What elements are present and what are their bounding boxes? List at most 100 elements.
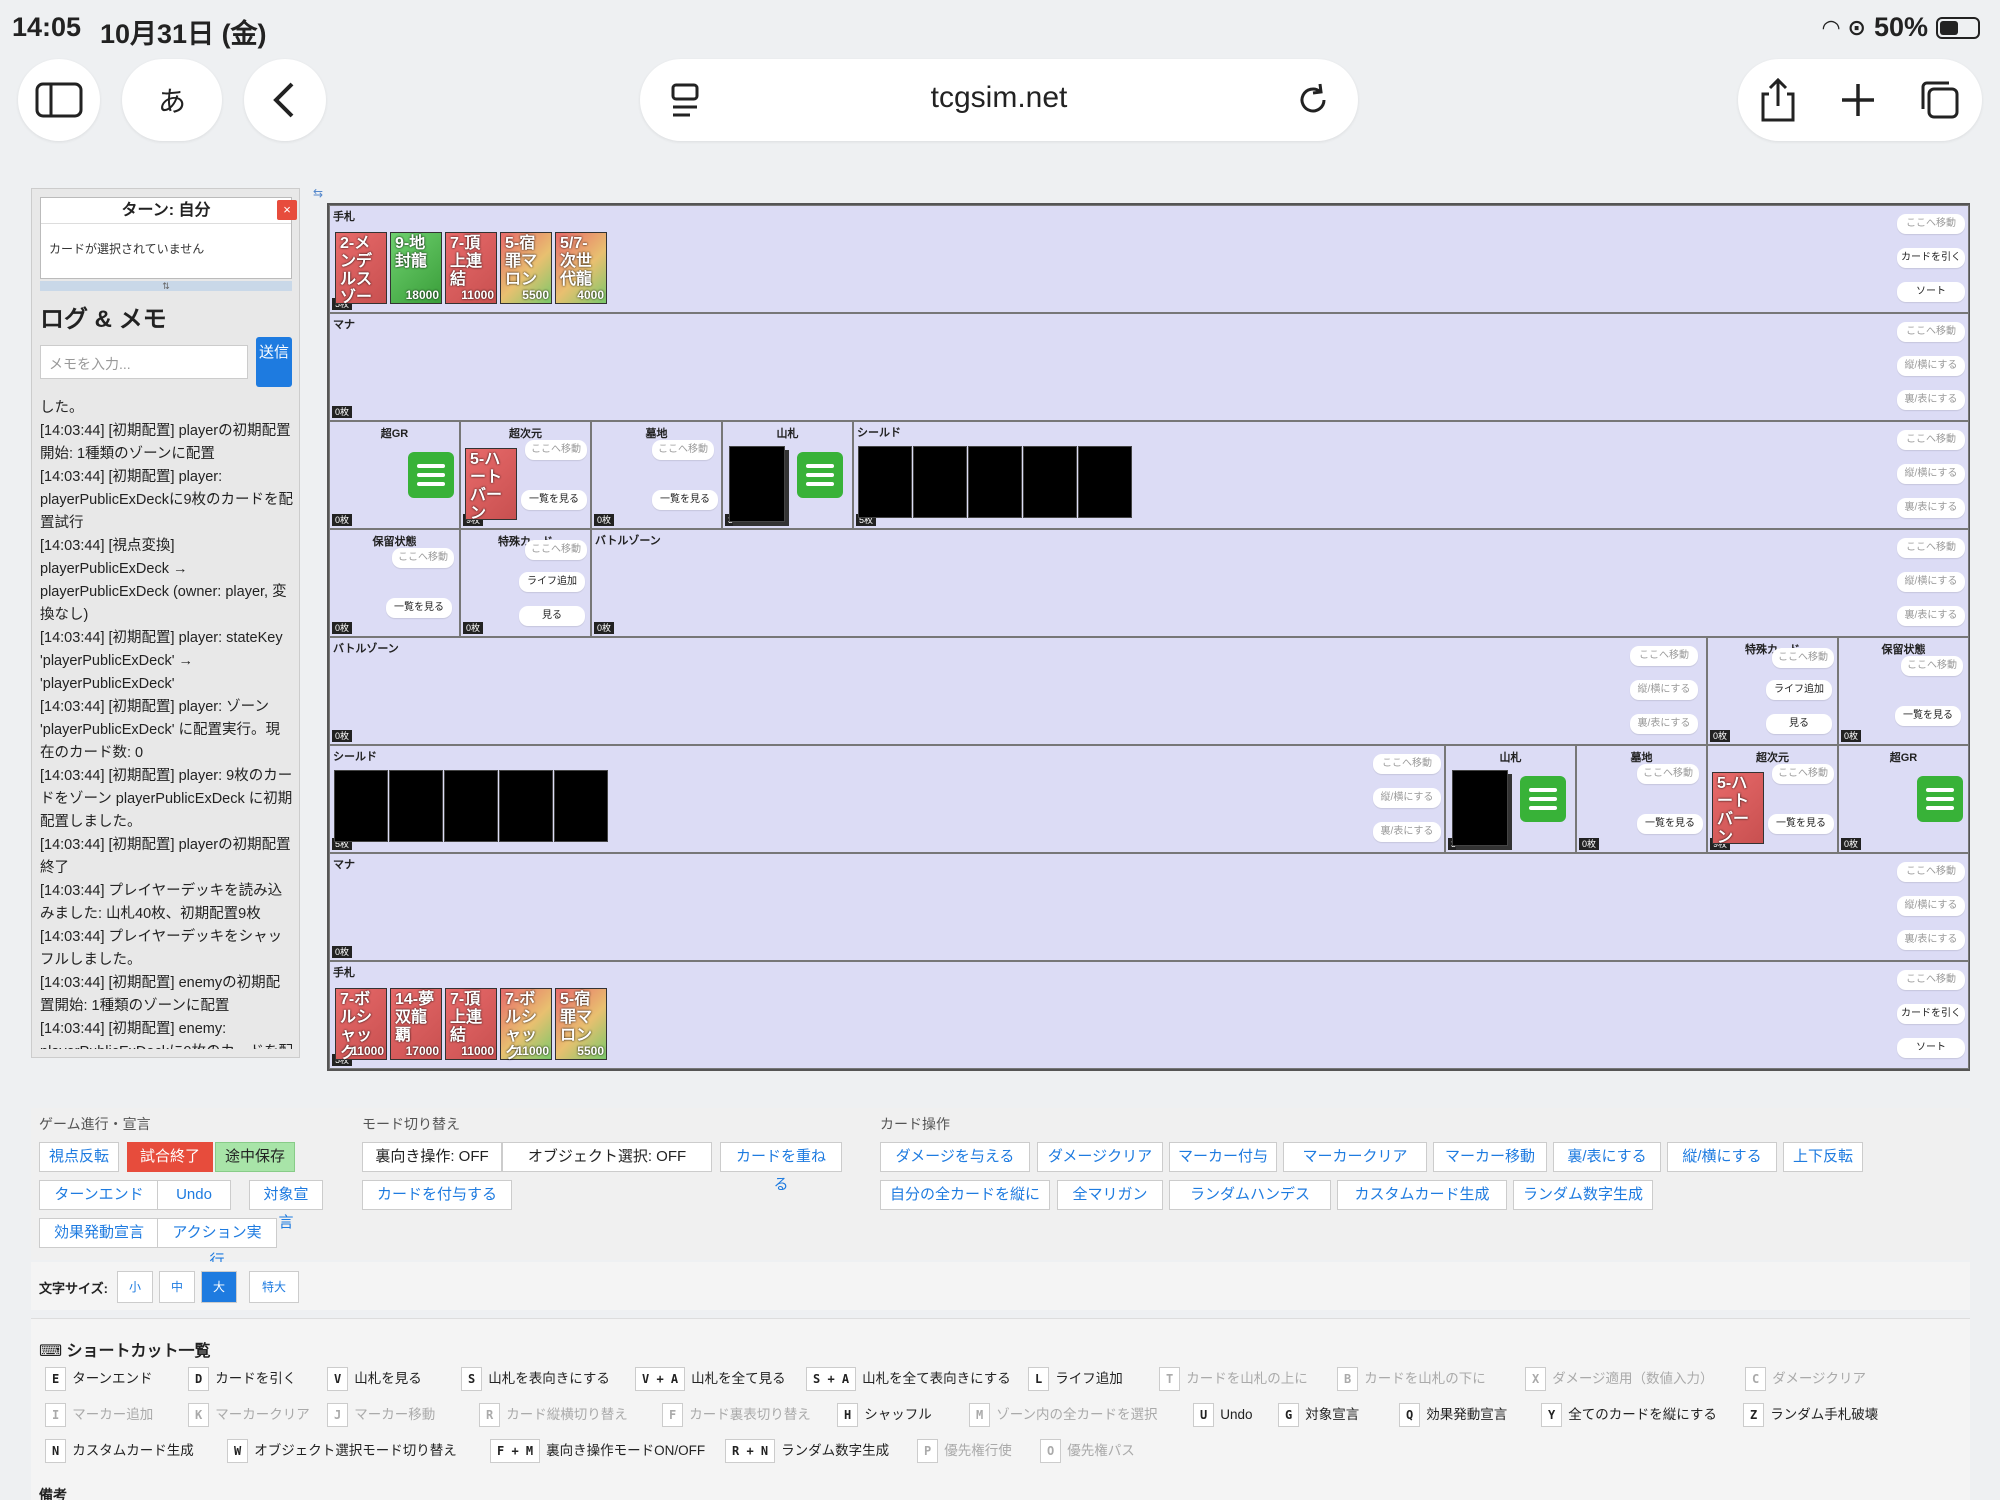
- move-here-button[interactable]: ここへ移動: [1637, 764, 1699, 784]
- face-down-card[interactable]: [1023, 446, 1077, 518]
- face-down-card[interactable]: [499, 770, 553, 842]
- flip-button[interactable]: 裏/表にする: [1897, 390, 1965, 410]
- move-here-button[interactable]: ここへ移動: [392, 548, 454, 568]
- sidebar-toggle-button[interactable]: [18, 59, 100, 141]
- tap-button[interactable]: 縦/横にする: [1897, 896, 1965, 916]
- game-button[interactable]: ターンエンド: [39, 1180, 159, 1210]
- tap-button[interactable]: 縦/横にする: [1897, 464, 1965, 484]
- back-button[interactable]: [244, 59, 326, 141]
- share-icon[interactable]: [1759, 78, 1797, 122]
- flip-button[interactable]: 裏/表にする: [1897, 606, 1965, 626]
- move-here-button[interactable]: ここへ移動: [1897, 430, 1965, 450]
- face-down-card[interactable]: [389, 770, 443, 842]
- close-button[interactable]: ×: [277, 200, 297, 220]
- move-here-button[interactable]: ここへ移動: [652, 440, 714, 460]
- card-button[interactable]: ダメージクリア: [1037, 1142, 1163, 1172]
- send-button[interactable]: 送信: [256, 337, 292, 387]
- deck-menu-icon[interactable]: [408, 452, 454, 498]
- card[interactable]: 2-メンデルスゾー: [335, 232, 387, 306]
- flip-button[interactable]: 裏/表にする: [1373, 822, 1441, 842]
- deck-menu-icon[interactable]: [1520, 776, 1566, 822]
- move-here-button[interactable]: ここへ移動: [525, 540, 587, 560]
- deck-menu-icon[interactable]: [797, 452, 843, 498]
- mode-button[interactable]: カードを重ねる: [720, 1142, 842, 1193]
- mode-button[interactable]: カードを付与する: [362, 1180, 512, 1210]
- new-tab-icon[interactable]: [1840, 82, 1876, 118]
- font-small-button[interactable]: 小: [117, 1271, 153, 1303]
- life-button[interactable]: ライフ追加: [1766, 680, 1832, 700]
- card-button[interactable]: ランダム数字生成: [1513, 1180, 1653, 1210]
- game-button[interactable]: 効果発動宣言: [39, 1218, 159, 1248]
- memo-input[interactable]: メモを入力...: [40, 345, 248, 379]
- card-button[interactable]: 自分の全カードを縦に: [880, 1180, 1050, 1210]
- life-button[interactable]: ライフ追加: [519, 572, 585, 592]
- flip-button[interactable]: 裏/表にする: [1630, 714, 1698, 734]
- card[interactable]: 9-地封龍 18000: [390, 232, 442, 304]
- list-button[interactable]: 一覧を見る: [521, 490, 587, 510]
- card-button[interactable]: マーカー移動: [1433, 1142, 1547, 1172]
- font-large-button[interactable]: 大: [201, 1271, 237, 1303]
- resize-handle[interactable]: ⇅: [40, 281, 292, 291]
- card-button[interactable]: ダメージを与える: [880, 1142, 1030, 1172]
- font-medium-button[interactable]: 中: [159, 1271, 195, 1303]
- move-here-button[interactable]: ここへ移動: [1897, 322, 1965, 342]
- list-button[interactable]: 一覧を見る: [1895, 706, 1961, 726]
- deck-menu-icon[interactable]: [1917, 776, 1963, 822]
- card-button[interactable]: カスタムカード生成: [1337, 1180, 1507, 1210]
- list-button[interactable]: 一覧を見る: [1637, 814, 1703, 834]
- move-here-button[interactable]: ここへ移動: [1897, 970, 1965, 990]
- game-button[interactable]: 対象宣言: [249, 1180, 323, 1231]
- card-button[interactable]: 上下反転: [1783, 1142, 1863, 1172]
- tap-button[interactable]: 縦/横にする: [1630, 680, 1698, 700]
- card[interactable]: 5/7-次世代龍 4000: [555, 232, 607, 304]
- game-button[interactable]: Undo: [157, 1180, 231, 1210]
- flip-button[interactable]: 裏/表にする: [1897, 498, 1965, 518]
- font-xlarge-button[interactable]: 特大: [249, 1271, 299, 1303]
- game-button[interactable]: 試合終了: [127, 1142, 213, 1172]
- sort-button[interactable]: ソート: [1897, 1038, 1965, 1058]
- mode-button[interactable]: オブジェクト選択: OFF: [502, 1142, 712, 1172]
- card-button[interactable]: 全マリガン: [1057, 1180, 1163, 1210]
- game-button[interactable]: 途中保存: [215, 1142, 295, 1172]
- list-button[interactable]: 一覧を見る: [386, 598, 452, 618]
- card-button[interactable]: ランダムハンデス: [1169, 1180, 1331, 1210]
- move-here-button[interactable]: ここへ移動: [1897, 214, 1965, 234]
- deck-stack[interactable]: [729, 446, 785, 522]
- game-button[interactable]: アクション実行: [157, 1218, 277, 1269]
- face-down-card[interactable]: [554, 770, 608, 842]
- card[interactable]: 5-ハートバーン: [465, 448, 517, 522]
- tap-button[interactable]: 縦/横にする: [1897, 572, 1965, 592]
- tabs-icon[interactable]: [1919, 79, 1961, 121]
- card[interactable]: 5-ハートバーン: [1712, 772, 1764, 846]
- card-button[interactable]: マーカークリア: [1283, 1142, 1427, 1172]
- face-down-card[interactable]: [444, 770, 498, 842]
- face-down-card[interactable]: [858, 446, 912, 518]
- move-here-button[interactable]: ここへ移動: [1901, 656, 1963, 676]
- address-bar[interactable]: tcgsim.net: [640, 59, 1358, 141]
- card[interactable]: 7-ボルシャック 11000: [335, 988, 387, 1062]
- face-down-card[interactable]: [1078, 446, 1132, 518]
- card[interactable]: 5-宿罪マロン 5500: [555, 988, 607, 1060]
- card[interactable]: 7-頂上連結 11000: [445, 232, 497, 304]
- board-resize-handle[interactable]: ⇆: [313, 186, 324, 200]
- card[interactable]: 7-頂上連結 11000: [445, 988, 497, 1060]
- face-down-card[interactable]: [334, 770, 388, 842]
- move-here-button[interactable]: ここへ移動: [525, 440, 587, 460]
- card-button[interactable]: 縦/横にする: [1667, 1142, 1777, 1172]
- card-button[interactable]: マーカー付与: [1169, 1142, 1277, 1172]
- list-button[interactable]: 一覧を見る: [652, 490, 718, 510]
- view-button[interactable]: 見る: [1766, 714, 1832, 734]
- move-here-button[interactable]: ここへ移動: [1373, 754, 1441, 774]
- move-here-button[interactable]: ここへ移動: [1772, 648, 1834, 668]
- card-button[interactable]: 裏/表にする: [1553, 1142, 1661, 1172]
- tap-button[interactable]: 縦/横にする: [1373, 788, 1441, 808]
- mode-button[interactable]: 裏向き操作: OFF: [362, 1142, 502, 1172]
- move-here-button[interactable]: ここへ移動: [1897, 538, 1965, 558]
- tap-button[interactable]: 縦/横にする: [1897, 356, 1965, 376]
- deck-stack[interactable]: [1452, 770, 1508, 846]
- sort-button[interactable]: ソート: [1897, 282, 1965, 302]
- view-button[interactable]: 見る: [519, 606, 585, 626]
- card[interactable]: 7-ボルシャック 11000: [500, 988, 552, 1062]
- card[interactable]: 5-宿罪マロン 5500: [500, 232, 552, 304]
- card[interactable]: 14-夢双龍覇 17000: [390, 988, 442, 1060]
